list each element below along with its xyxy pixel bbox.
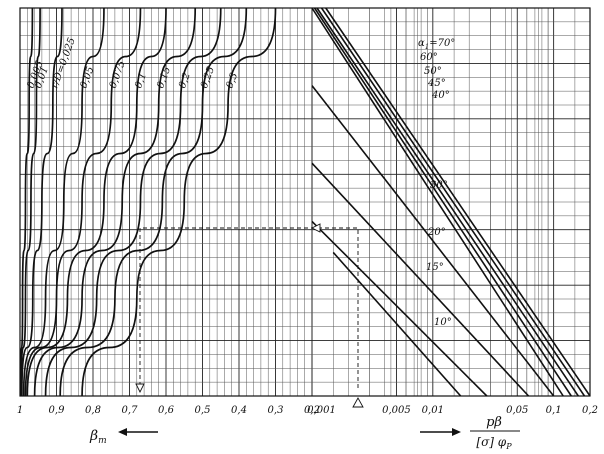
curve-label: 0,25	[199, 65, 217, 90]
chart-frame	[19, 7, 591, 397]
curves-layer	[19, 7, 591, 397]
guide-arrow-left	[310, 223, 321, 233]
curve-label: 0,3	[225, 71, 241, 90]
curve-rd-0-25	[59, 7, 248, 397]
x-tick-label-left: 1	[17, 405, 23, 416]
x-tick-label-left: 0,3	[268, 405, 284, 416]
x-tick-label-right: 0,2	[582, 405, 598, 416]
guide-lines	[135, 223, 364, 408]
x-tick-label-right: 0,005	[382, 405, 411, 416]
curve-rd-0-05	[22, 7, 105, 397]
curve-rd-0-005	[19, 7, 34, 397]
x-tick-label-left: 0,6	[158, 405, 175, 416]
curve-rd-0-15	[33, 7, 197, 397]
curve-label: 0,075	[108, 59, 128, 90]
alpha-line-30deg	[311, 85, 555, 397]
curve-rd-0-2	[44, 7, 222, 397]
curve-rd-0-075	[24, 7, 142, 397]
example-guide-path	[139, 227, 359, 388]
x-tick-label-left: 0,7	[122, 405, 139, 416]
right-axis-numerator: pβ	[486, 415, 502, 430]
alpha-line-20deg	[311, 162, 530, 397]
alpha-label: 50°	[424, 66, 442, 77]
guide-arrow-down	[135, 383, 145, 394]
alpha-line-15deg	[311, 220, 488, 397]
alpha-line-50deg	[316, 7, 579, 397]
curve-label: 0,2	[177, 71, 193, 90]
x-tick-label-right: 0,1	[546, 405, 562, 416]
curve-rd-0-3	[81, 7, 277, 397]
alpha-label: 40°	[431, 90, 450, 101]
curve-rd-0-01	[20, 7, 41, 397]
x-tick-label-right: 0,001	[307, 405, 336, 416]
beta-axis-label: βт	[89, 428, 107, 446]
x-tick-label-left: 0,2	[304, 405, 320, 416]
curve-label: 0,15	[155, 65, 173, 90]
alpha-line-45deg	[313, 7, 572, 397]
alpha-label: 10°	[434, 317, 452, 328]
x-tick-label-left: 0,8	[85, 405, 101, 416]
x-tick-label-left: 0,9	[49, 405, 66, 416]
right-axis-arrowhead	[452, 428, 461, 436]
curve-rd-0-025	[20, 7, 63, 397]
curve-rd-0-1	[26, 7, 167, 397]
x-tick-label-left: 0,5	[195, 405, 211, 416]
x-tick-label-right: 0,01	[422, 405, 444, 416]
x-tick-label-right: 0,05	[506, 405, 528, 416]
alpha-line-10deg	[332, 251, 462, 397]
curve-label: 0,1	[133, 71, 149, 90]
alpha-label: 15°	[426, 262, 444, 273]
right-axis-denominator: [σ] φP	[476, 435, 512, 451]
x-tick-label-left: 0,4	[231, 405, 247, 416]
curve-label: 0,05	[79, 65, 97, 90]
alpha-line-60deg	[320, 7, 586, 397]
start-marker-triangle	[352, 397, 364, 408]
alpha-label: α1=70°	[418, 38, 455, 51]
alpha-line-40deg	[311, 7, 564, 397]
alpha-label: 30°	[430, 180, 448, 191]
alpha-line-70deg	[325, 7, 591, 397]
alpha-label: 20°	[427, 227, 446, 238]
beta-axis-arrowhead	[118, 428, 127, 436]
alpha-label: 60°	[420, 52, 438, 63]
alpha-label: 45°	[427, 78, 446, 89]
